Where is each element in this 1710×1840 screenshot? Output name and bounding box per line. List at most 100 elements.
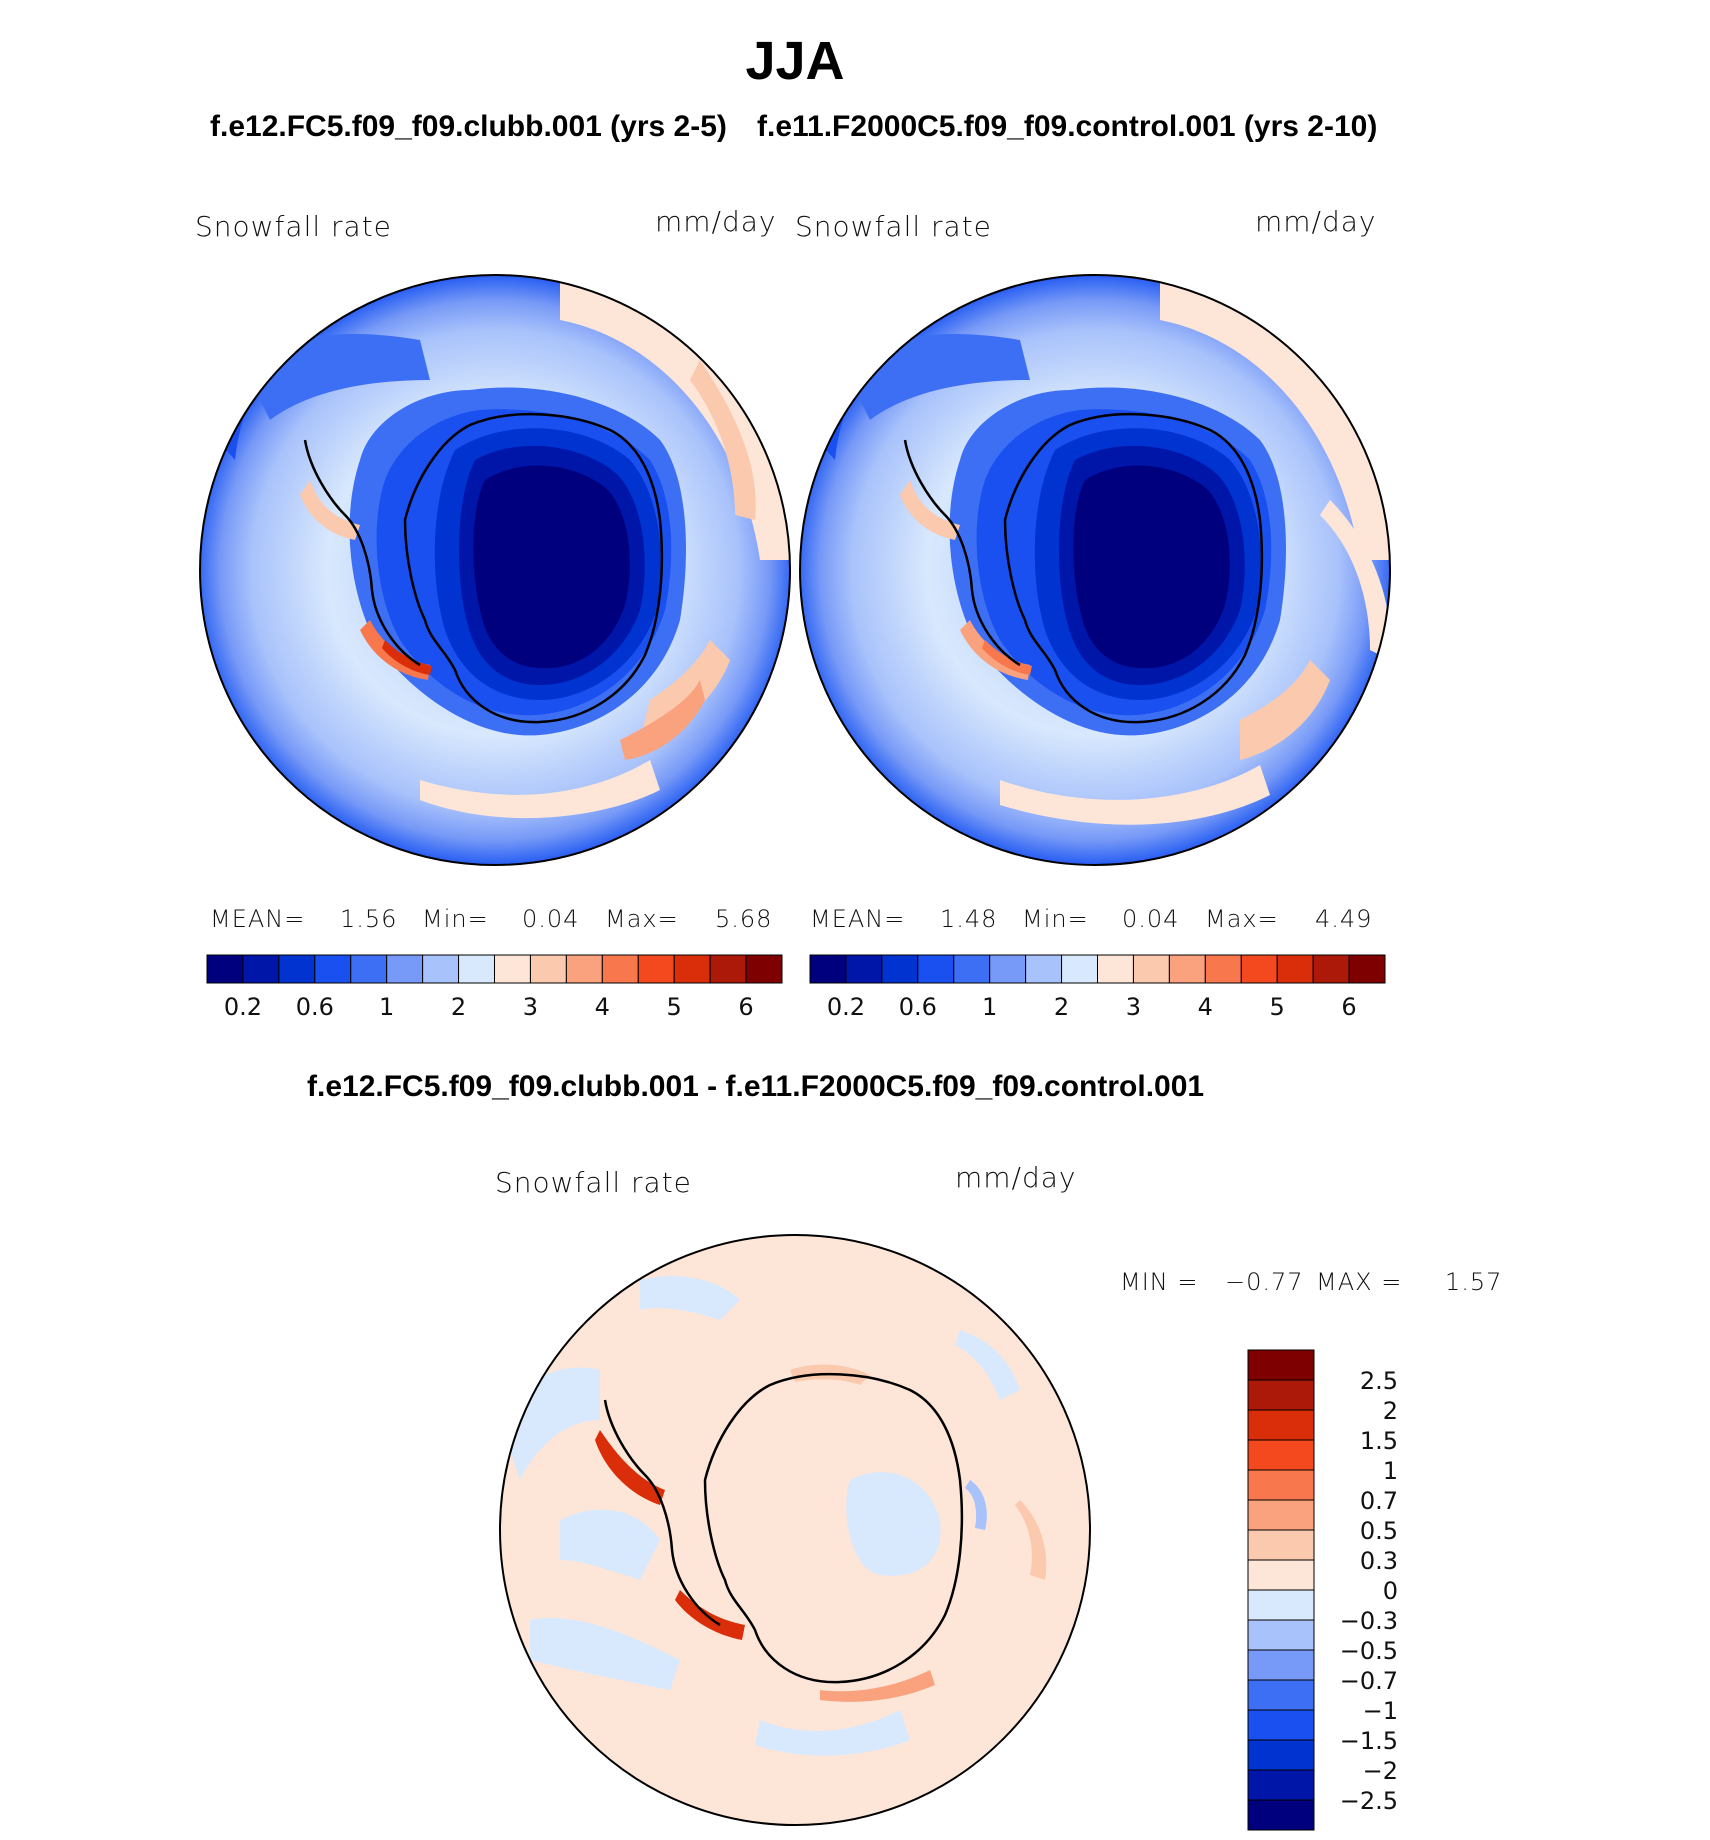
left-colorbar-swatch bbox=[494, 954, 531, 984]
left-colorbar-swatch bbox=[350, 954, 388, 984]
diff-max-value: 1.57 bbox=[1445, 1268, 1503, 1296]
left-mean-label: MEAN= bbox=[210, 905, 306, 933]
diff-colorbar-tick-label: −0.7 bbox=[1340, 1667, 1398, 1695]
diff-colorbar-tick-label: −2 bbox=[1363, 1757, 1398, 1785]
right-mean-label: MEAN= bbox=[810, 905, 906, 933]
left-colorbar-swatch bbox=[565, 954, 603, 984]
left-colorbar: 0.2 0.6 1 2 3 4 5 6 bbox=[206, 954, 783, 1021]
diff-colorbar-swatch bbox=[1247, 1409, 1315, 1441]
right-colorbar-swatch bbox=[845, 954, 883, 984]
right-colorbar-tick-label: 6 bbox=[1341, 993, 1356, 1021]
diff-colorbar-tick-label: −1.5 bbox=[1340, 1727, 1398, 1755]
left-colorbar-tick-label: 0.6 bbox=[296, 993, 334, 1021]
right-max-label: Max= bbox=[1205, 905, 1279, 933]
diff-colorbar-swatch bbox=[1247, 1439, 1315, 1471]
right-colorbar-tick-label: 4 bbox=[1198, 993, 1213, 1021]
diff-min-label: MIN = bbox=[1120, 1268, 1199, 1296]
diff-colorbar-tick-label: −0.3 bbox=[1340, 1607, 1398, 1635]
left-colorbar-tick-label: 6 bbox=[738, 993, 753, 1021]
diff-colorbar-swatch bbox=[1247, 1769, 1315, 1801]
diff-colorbar-swatch bbox=[1247, 1739, 1315, 1771]
left-mean-value: 1.56 bbox=[340, 905, 398, 933]
left-colorbar-tick-label: 4 bbox=[595, 993, 610, 1021]
left-colorbar-swatch bbox=[386, 954, 424, 984]
diff-colorbar-swatch bbox=[1247, 1619, 1315, 1651]
left-colorbar-swatch bbox=[529, 954, 567, 984]
left-colorbar-tick-label: 2 bbox=[451, 993, 466, 1021]
right-min-label: Min= bbox=[1022, 905, 1089, 933]
right-colorbar-tick-label: 3 bbox=[1126, 993, 1141, 1021]
diff-colorbar-swatch bbox=[1247, 1469, 1315, 1501]
diff-units-label: mm/day bbox=[955, 1161, 1077, 1194]
right-colorbar-tick-label: 0.6 bbox=[899, 993, 937, 1021]
left-colorbar-tick-label: 5 bbox=[667, 993, 682, 1021]
right-units-label: mm/day bbox=[1255, 205, 1377, 238]
right-min-value: 0.04 bbox=[1122, 905, 1180, 933]
diff-colorbar-tick-label: 1.5 bbox=[1360, 1427, 1398, 1455]
diff-colorbar-swatch bbox=[1247, 1559, 1315, 1591]
left-colorbar-swatch bbox=[314, 954, 352, 984]
left-colorbar-tick-label: 0.2 bbox=[224, 993, 262, 1021]
diff-colorbar-tick-label: 0.7 bbox=[1360, 1487, 1398, 1515]
right-colorbar: 0.2 0.6 1 2 3 4 5 6 bbox=[809, 954, 1386, 1021]
diff-colorbar-swatch bbox=[1247, 1499, 1315, 1531]
left-min-label: Min= bbox=[422, 905, 489, 933]
right-max-value: 4.49 bbox=[1315, 905, 1373, 933]
right-colorbar-swatch bbox=[989, 954, 1027, 984]
diff-colorbar-swatch bbox=[1247, 1679, 1315, 1711]
diff-colorbar-swatch bbox=[1247, 1379, 1315, 1411]
right-colorbar-swatch bbox=[1097, 954, 1134, 984]
right-colorbar-swatch bbox=[1240, 954, 1278, 984]
left-colorbar-swatch bbox=[278, 954, 316, 984]
right-variable-label: Snowfall rate bbox=[795, 210, 992, 243]
right-mean-value: 1.48 bbox=[940, 905, 998, 933]
diff-colorbar-swatch bbox=[1247, 1649, 1315, 1681]
diff-colorbar-swatch bbox=[1247, 1709, 1315, 1741]
diff-colorbar: 2.521.510.70.50.30−0.3−0.5−0.7−1−1.5−2−2… bbox=[1247, 1349, 1398, 1831]
right-colorbar-swatch bbox=[809, 954, 847, 984]
left-colorbar-swatch bbox=[422, 954, 460, 984]
right-panel-header: f.e11.F2000C5.f09_f09.control.001 (yrs 2… bbox=[757, 110, 1378, 143]
left-map bbox=[199, 274, 791, 866]
diff-map bbox=[499, 1234, 1091, 1826]
diff-colorbar-tick-label: 2 bbox=[1383, 1397, 1398, 1425]
right-colorbar-swatch bbox=[1312, 954, 1350, 984]
right-map bbox=[799, 274, 1391, 866]
right-colorbar-swatch bbox=[1276, 954, 1314, 984]
diff-colorbar-tick-label: −1 bbox=[1363, 1697, 1398, 1725]
diff-colorbar-tick-label: 2.5 bbox=[1360, 1367, 1398, 1395]
left-colorbar-swatch bbox=[458, 954, 495, 984]
right-colorbar-swatch bbox=[917, 954, 955, 984]
left-colorbar-tick-label: 3 bbox=[523, 993, 538, 1021]
right-colorbar-tick-label: 5 bbox=[1270, 993, 1285, 1021]
diff-max-label: MAX = bbox=[1316, 1268, 1403, 1296]
right-colorbar-swatch bbox=[1204, 954, 1242, 984]
right-colorbar-swatch bbox=[1132, 954, 1170, 984]
left-colorbar-swatch bbox=[709, 954, 747, 984]
left-colorbar-swatch bbox=[673, 954, 711, 984]
right-colorbar-swatch bbox=[1061, 954, 1098, 984]
right-colorbar-tick-label: 0.2 bbox=[827, 993, 865, 1021]
left-colorbar-swatch bbox=[745, 954, 783, 984]
diff-colorbar-swatch bbox=[1247, 1799, 1315, 1831]
left-units-label: mm/day bbox=[655, 205, 777, 238]
diff-colorbar-swatch bbox=[1247, 1529, 1315, 1561]
left-colorbar-swatch bbox=[637, 954, 675, 984]
right-colorbar-tick-label: 1 bbox=[982, 993, 997, 1021]
left-colorbar-tick-label: 1 bbox=[379, 993, 394, 1021]
left-max-label: Max= bbox=[605, 905, 679, 933]
diff-colorbar-tick-label: 0.5 bbox=[1360, 1517, 1398, 1545]
left-colorbar-swatch bbox=[242, 954, 280, 984]
diff-variable-label: Snowfall rate bbox=[495, 1166, 692, 1199]
diff-colorbar-tick-label: 0 bbox=[1383, 1577, 1398, 1605]
figure-title: JJA bbox=[745, 31, 845, 91]
right-colorbar-swatch bbox=[953, 954, 991, 984]
diff-colorbar-swatch bbox=[1247, 1349, 1315, 1381]
right-colorbar-swatch bbox=[1348, 954, 1386, 984]
left-variable-label: Snowfall rate bbox=[195, 210, 392, 243]
right-colorbar-swatch bbox=[881, 954, 919, 984]
left-panel-header: f.e12.FC5.f09_f09.clubb.001 (yrs 2-5) bbox=[210, 110, 727, 143]
diff-colorbar-tick-label: 0.3 bbox=[1360, 1547, 1398, 1575]
left-colorbar-swatch bbox=[206, 954, 244, 984]
